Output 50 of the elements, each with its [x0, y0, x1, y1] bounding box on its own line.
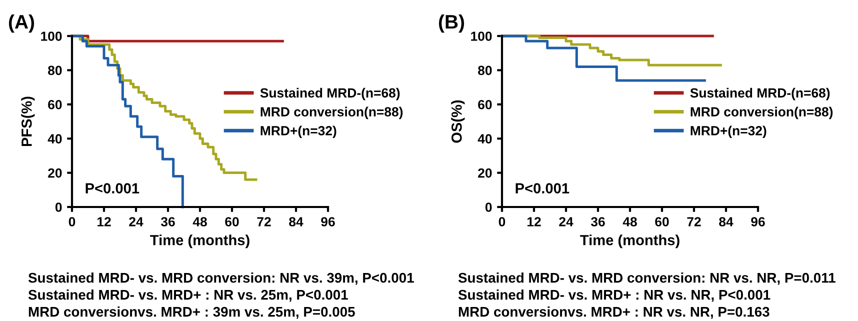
x-tick-label: 60: [225, 217, 239, 226]
legend-label: MRD+(n=32): [690, 126, 766, 138]
y-tick-label: 0: [55, 202, 62, 212]
legend-label: MRD conversion(n=88): [260, 106, 403, 120]
x-tick-label: 96: [321, 217, 335, 226]
x-tick-label: 0: [498, 217, 506, 226]
x-tick-label: 24: [559, 217, 574, 226]
x-tick-label: 48: [192, 217, 207, 226]
text: MRD conversionvs. MRD+ : NR vs. NR, P=0.163: [458, 306, 770, 319]
y-tick-label: 20: [48, 168, 62, 178]
x-tick-label: 84: [289, 217, 304, 226]
x-tick-label: 36: [160, 217, 175, 226]
x-tick-label: 24: [129, 217, 144, 226]
annotation: P<0.001: [516, 183, 570, 194]
text: MRD conversionvs. MRD+ : 39m vs. 25m, P=0.005: [28, 306, 355, 319]
legend-label: MRD conversion(n=88): [690, 106, 833, 120]
x-tick-label: 12: [97, 217, 111, 226]
x-tick-label: 84: [719, 217, 734, 226]
x-tick-label: 72: [257, 217, 271, 226]
y-tick-label: 80: [478, 66, 492, 76]
y-tick-label: 20: [478, 168, 492, 178]
x-tick-label: 12: [527, 217, 541, 226]
legend-label: Sustained MRD-(n=68): [260, 88, 400, 100]
legend-label: MRD+(n=32): [260, 126, 336, 138]
x-axis-title: Time (months): [150, 234, 250, 248]
text: Sustained MRD- vs. MRD conversion: NR vs. NR, P=0.011: [458, 272, 836, 285]
x-tick-label: 0: [68, 217, 76, 226]
text: Sustained MRD- vs. MRD+ : NR vs. 25m, P<0.001: [28, 290, 348, 302]
x-tick-label: 48: [622, 217, 637, 226]
text: Sustained MRD- vs. MRD conversion: NR vs. 39m, P<0.001: [28, 272, 414, 285]
y-axis-title: PFS(%): [21, 96, 35, 146]
x-tick-label: 60: [655, 217, 669, 226]
annotation: P<0.001: [86, 183, 140, 194]
y-tick-label: 100: [41, 32, 62, 41]
x-tick-label: 36: [590, 217, 605, 226]
y-axis-title: OS(%): [451, 100, 465, 143]
y-tick-label: 60: [48, 100, 62, 110]
y-tick-label: 0: [485, 202, 492, 212]
text: Sustained MRD- vs. MRD+ : NR vs. NR, P<0.001: [458, 290, 770, 302]
x-tick-label: 72: [687, 217, 701, 226]
y-tick-label: 60: [478, 100, 492, 110]
y-tick-label: 40: [478, 134, 492, 144]
x-tick-label: 96: [751, 217, 765, 226]
chart-title: (A): [8, 14, 34, 33]
chart-title: (B): [438, 14, 464, 33]
y-tick-label: 100: [471, 32, 492, 41]
y-tick-label: 40: [48, 134, 62, 144]
y-tick-label: 80: [48, 66, 62, 76]
x-axis-title: Time (months): [580, 234, 680, 248]
legend-label: Sustained MRD-(n=68): [690, 88, 830, 100]
